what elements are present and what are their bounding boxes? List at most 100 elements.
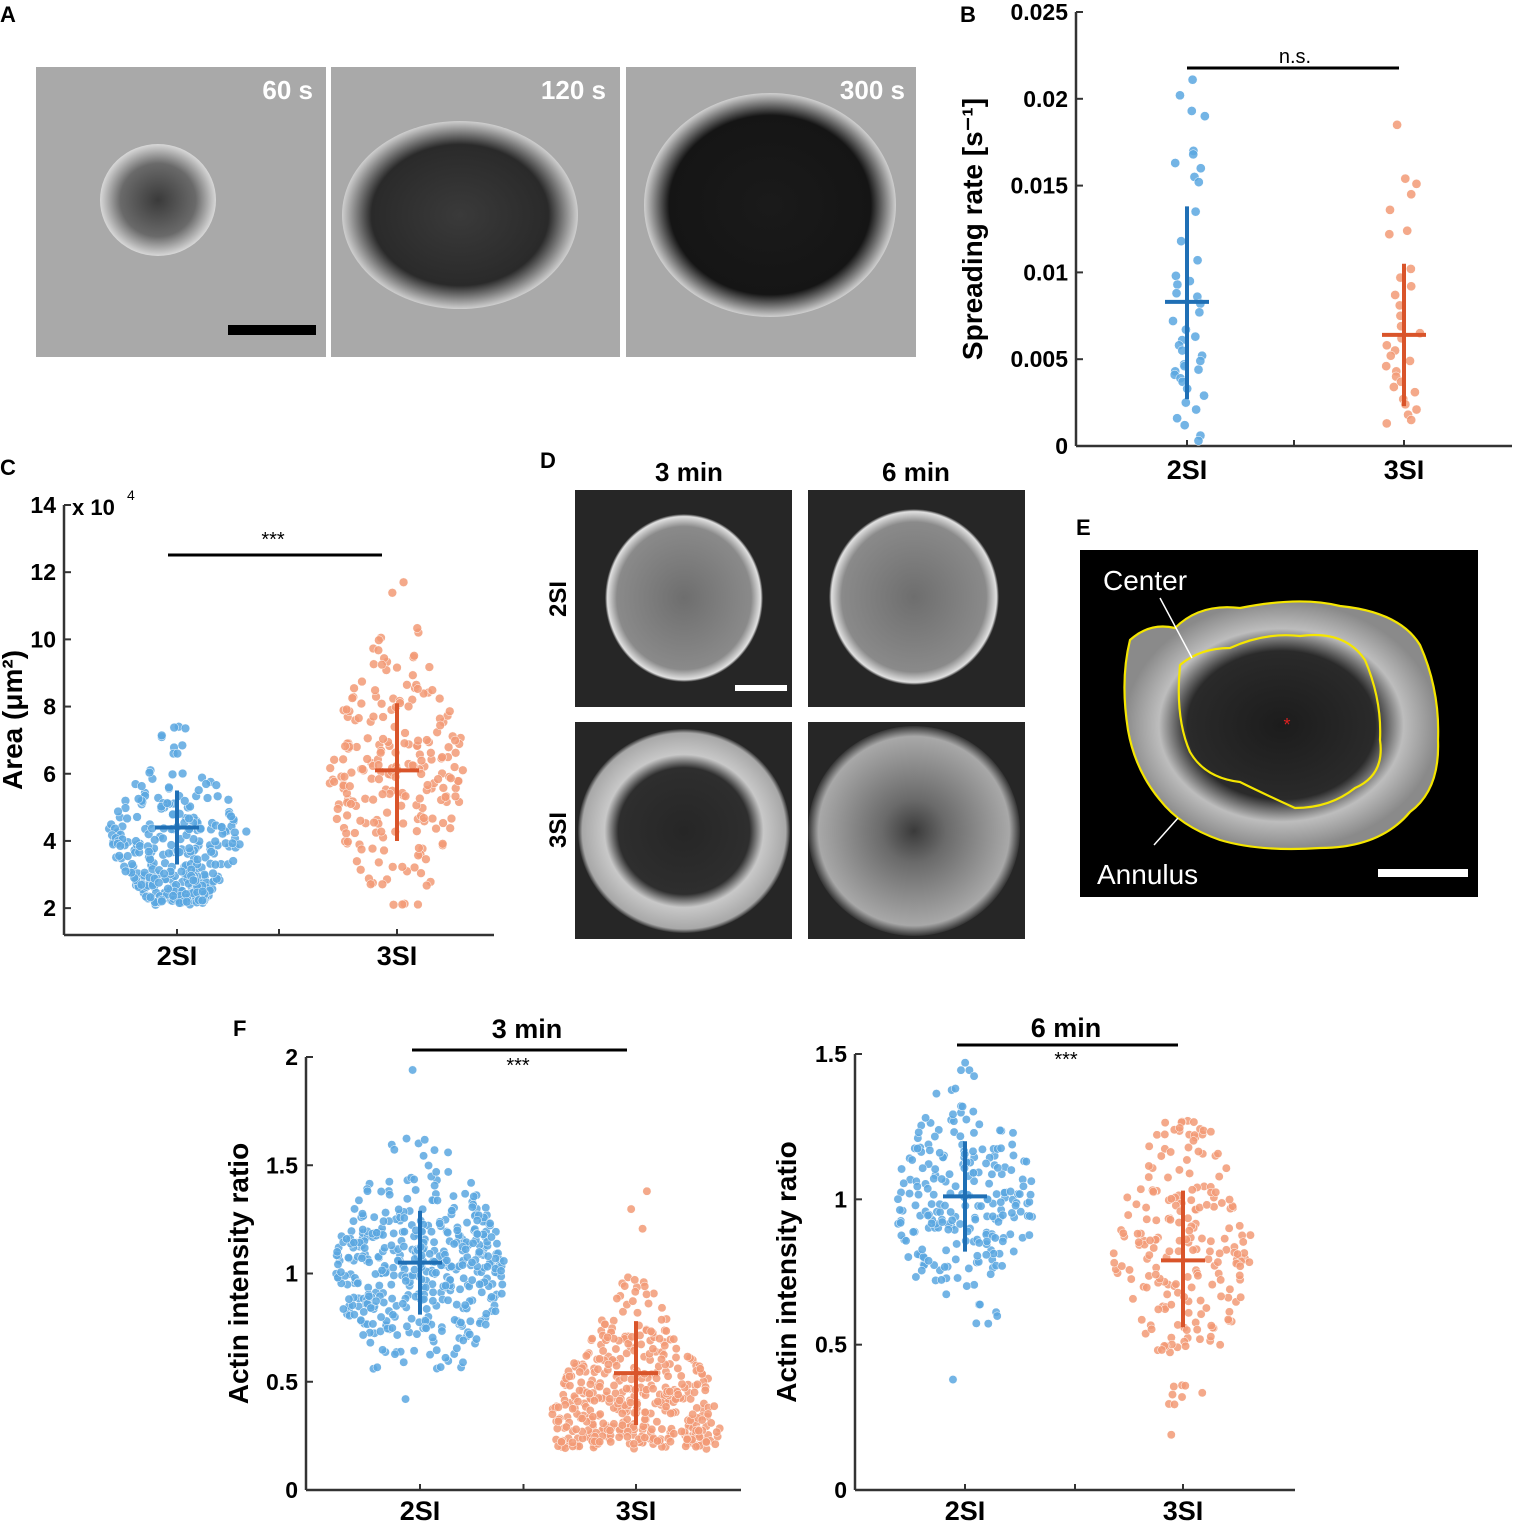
scale-bar-d xyxy=(735,685,787,691)
data-point xyxy=(657,1303,667,1313)
data-point xyxy=(981,1158,991,1168)
data-point xyxy=(598,1418,608,1428)
data-point xyxy=(630,1275,640,1285)
data-point xyxy=(201,779,211,789)
data-point xyxy=(964,1264,974,1273)
data-point xyxy=(431,1268,441,1278)
x-tick-label: 2SI xyxy=(400,1496,441,1524)
data-point xyxy=(1011,1201,1021,1211)
data-point xyxy=(157,896,167,906)
y-tick-label: 1 xyxy=(285,1261,298,1287)
data-point xyxy=(364,1291,374,1301)
data-point xyxy=(475,1279,485,1289)
y-tick-label: 1 xyxy=(834,1186,847,1212)
cell-300s xyxy=(644,93,896,317)
cell-3si-3min xyxy=(578,729,790,933)
data-point xyxy=(1215,1248,1225,1258)
data-point xyxy=(431,1167,441,1177)
data-point xyxy=(450,748,461,758)
data-point xyxy=(1163,1173,1173,1182)
data-point xyxy=(1026,1190,1035,1200)
data-point xyxy=(1172,279,1183,290)
data-point xyxy=(1201,1303,1211,1313)
data-point xyxy=(413,899,423,910)
data-point xyxy=(1235,1261,1245,1271)
col-label-3min: 3 min xyxy=(655,457,723,487)
data-point xyxy=(1157,1345,1167,1355)
data-point xyxy=(1184,1308,1194,1318)
data-point xyxy=(426,748,436,758)
data-point xyxy=(917,1266,927,1276)
data-point xyxy=(497,1289,507,1299)
y-tick-label: 10 xyxy=(30,626,56,652)
data-point xyxy=(927,1218,937,1228)
data-point xyxy=(686,1394,696,1404)
data-point xyxy=(911,1272,921,1282)
data-point xyxy=(376,827,386,837)
data-point xyxy=(677,1379,687,1389)
data-point xyxy=(357,764,368,774)
data-point xyxy=(671,1344,681,1354)
data-point xyxy=(1410,387,1420,398)
data-point xyxy=(167,769,178,780)
data-point xyxy=(993,1163,1003,1173)
data-point xyxy=(961,1115,971,1124)
data-point xyxy=(496,1266,506,1276)
data-point xyxy=(137,781,147,791)
data-point xyxy=(1145,1235,1155,1245)
data-point xyxy=(419,813,429,823)
data-point xyxy=(340,741,350,751)
data-point xyxy=(1406,281,1417,292)
data-point xyxy=(626,1204,636,1214)
data-point xyxy=(192,854,203,865)
data-point xyxy=(176,866,187,877)
data-point xyxy=(443,1167,453,1177)
data-point xyxy=(428,1287,438,1297)
data-point xyxy=(164,848,174,858)
inner-contour xyxy=(1177,634,1382,810)
data-point xyxy=(595,1354,604,1364)
data-point xyxy=(1180,397,1191,408)
data-point xyxy=(1149,1243,1159,1253)
col-label-6min: 6 min xyxy=(882,457,950,487)
data-point xyxy=(897,1164,907,1174)
data-point xyxy=(1206,1236,1216,1246)
data-point xyxy=(1405,356,1415,366)
data-point xyxy=(364,1257,374,1267)
data-point xyxy=(1136,1184,1146,1194)
data-point xyxy=(461,1244,471,1254)
data-point xyxy=(172,748,183,759)
data-point xyxy=(360,794,370,804)
data-point xyxy=(1122,1193,1132,1202)
data-point xyxy=(228,856,238,866)
data-point xyxy=(399,738,410,748)
data-point xyxy=(623,1339,633,1349)
data-point xyxy=(122,813,132,824)
data-point xyxy=(208,868,218,879)
data-point xyxy=(460,1189,470,1199)
data-point xyxy=(1224,1223,1234,1233)
data-point xyxy=(630,1287,640,1297)
data-point xyxy=(1385,205,1395,215)
data-point xyxy=(1190,206,1201,217)
data-point xyxy=(647,1424,657,1434)
data-point xyxy=(1202,1200,1212,1210)
data-point xyxy=(950,1084,960,1094)
y-tick-label: 0.5 xyxy=(266,1369,298,1395)
data-point xyxy=(657,1354,666,1364)
data-point xyxy=(180,723,191,734)
data-point xyxy=(969,1280,979,1290)
data-point xyxy=(990,1233,1000,1243)
data-point xyxy=(960,1058,970,1068)
y-tick-label: 0.015 xyxy=(1010,173,1068,199)
data-point xyxy=(414,843,424,853)
data-point xyxy=(571,1424,581,1434)
data-point xyxy=(450,735,460,746)
data-point xyxy=(962,1281,972,1291)
data-point xyxy=(342,1234,352,1244)
data-point xyxy=(1406,189,1417,200)
data-point xyxy=(1194,307,1205,318)
data-point xyxy=(953,1273,963,1283)
data-point xyxy=(349,683,359,693)
data-point xyxy=(412,1329,422,1339)
